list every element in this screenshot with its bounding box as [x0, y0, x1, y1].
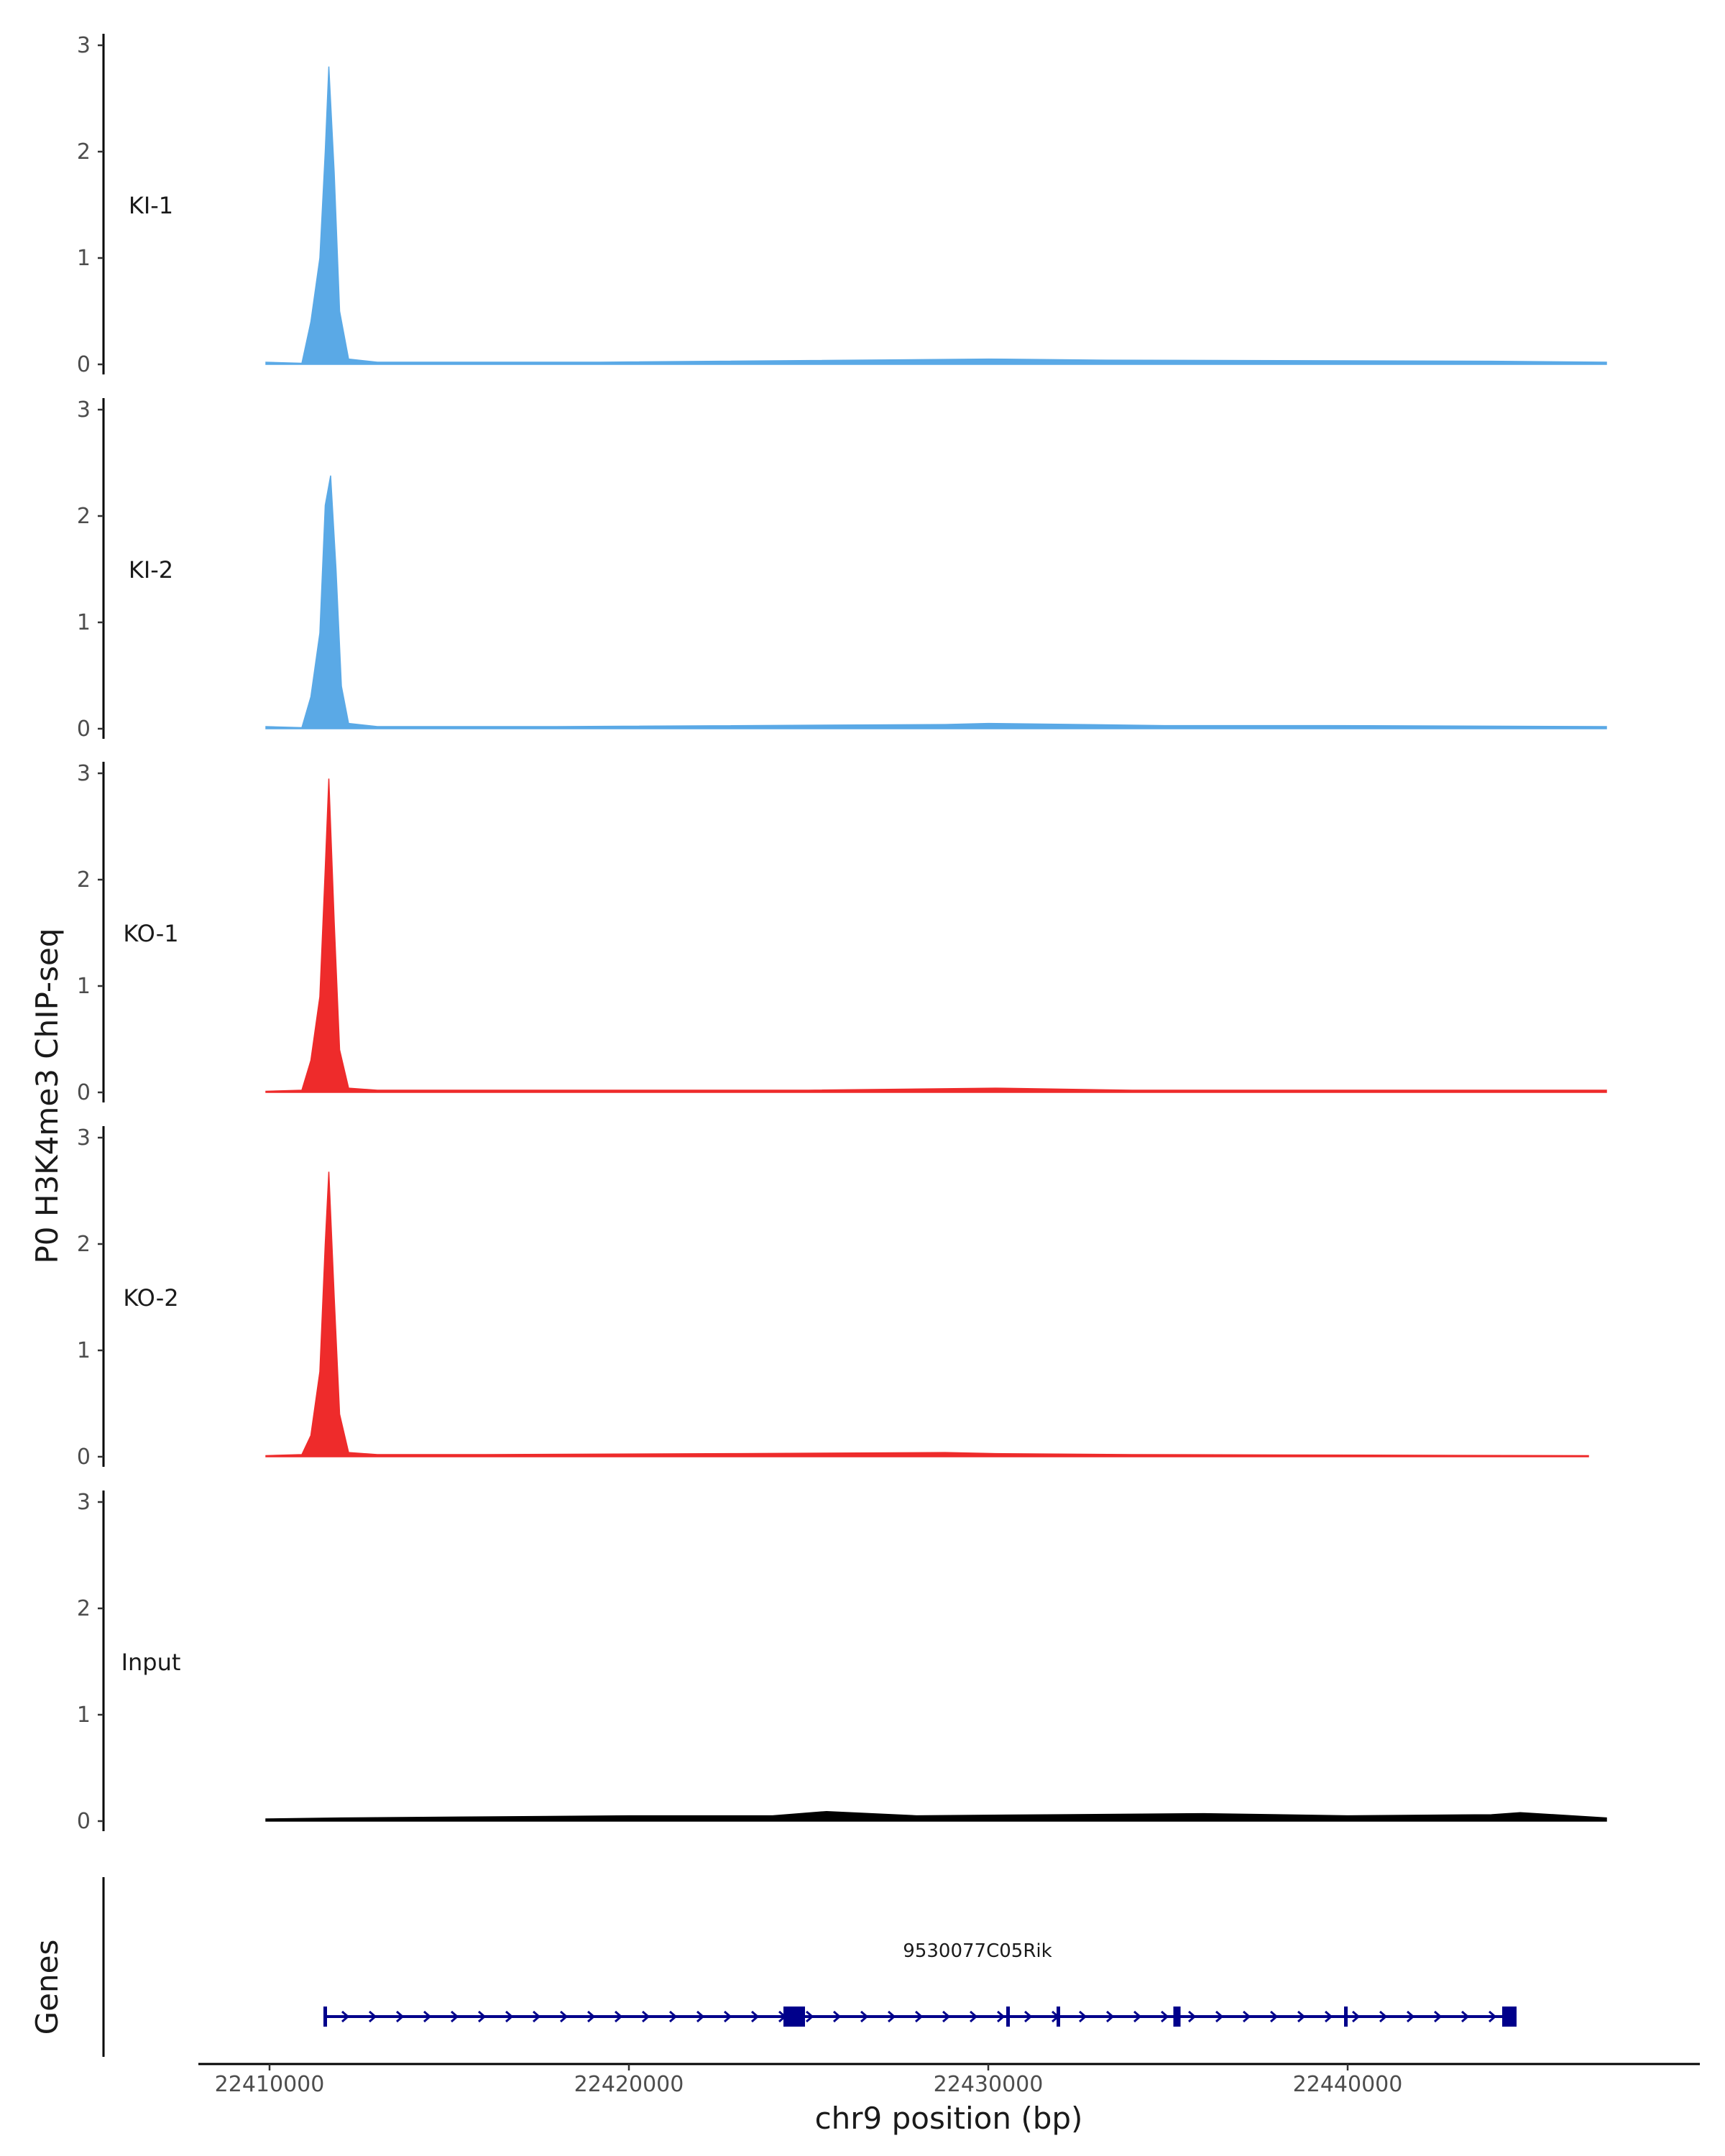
track-ki-2: 0 1 2 3 KI-2 [77, 397, 1607, 742]
strand-arrow [1024, 2010, 1033, 2023]
strand-arrow [1461, 2010, 1470, 2023]
strand-arrow [1161, 2010, 1169, 2023]
y-tick-label: 3 [77, 1490, 91, 1515]
y-tick-label: 2 [77, 1232, 91, 1257]
x-tick-label: 22420000 [574, 2072, 684, 2097]
y-tick-label: 2 [77, 139, 91, 165]
strand-arrow [1352, 2010, 1361, 2023]
signal-tracks: 0 1 2 3 KI-1 0 1 2 3 KI-2 0 1 2 3 KO-1 0 1 2 3 KO-2 0 1 2 3 Inpu… [77, 33, 1607, 1834]
gene-exon [1502, 2007, 1517, 2027]
x-tick-label: 22440000 [1293, 2072, 1403, 2097]
strand-arrow [751, 2010, 760, 2023]
strand-arrow [478, 2010, 487, 2023]
x-axis: 22410000 22420000 22430000 22440000 [198, 2063, 1700, 2097]
strand-arrow [1243, 2010, 1251, 2023]
y-tick-label: 1 [77, 974, 91, 999]
gene-exon [1057, 2007, 1060, 2027]
strand-arrow [1434, 2010, 1443, 2023]
strand-arrow [915, 2010, 924, 2023]
strand-arrow [451, 2010, 459, 2023]
strand-arrow [560, 2010, 569, 2023]
strand-arrow [888, 2010, 896, 2023]
strand-arrow [1079, 2010, 1087, 2023]
strand-arrow [1270, 2010, 1279, 2023]
strand-arrow [1297, 2010, 1306, 2023]
strand-arrow [1106, 2010, 1115, 2023]
strand-arrow [533, 2010, 541, 2023]
signal-area-ko-2 [265, 1171, 1589, 1457]
strand-arrow [505, 2010, 514, 2023]
y-tick-label: 0 [77, 1445, 91, 1470]
y-tick-label: 3 [77, 1125, 91, 1151]
strand-arrow [396, 2010, 405, 2023]
signal-area-input [265, 1810, 1607, 1822]
track-label: KO-1 [123, 920, 178, 947]
gene-exon [783, 2007, 805, 2027]
strand-arrow [615, 2010, 623, 2023]
track-ko-2: 0 1 2 3 KO-2 [77, 1125, 1589, 1470]
strand-arrow [1188, 2010, 1197, 2023]
strand-arrow [1379, 2010, 1388, 2023]
strand-arrow [669, 2010, 678, 2023]
track-label: KI-1 [129, 192, 173, 219]
x-axis-title: chr9 position (bp) [815, 2101, 1083, 2136]
y-tick-label: 1 [77, 1338, 91, 1363]
track-label: KO-2 [123, 1284, 178, 1312]
gene-exon [1006, 2007, 1010, 2027]
y-tick-label: 2 [77, 1596, 91, 1621]
y-tick-label: 0 [77, 717, 91, 742]
track-label: KI-2 [129, 556, 173, 584]
signal-area-ki-1 [265, 66, 1607, 365]
y-tick-label: 0 [77, 1080, 91, 1105]
strand-arrow [1325, 2010, 1333, 2023]
strand-arrow [833, 2010, 842, 2023]
signal-area-ko-1 [265, 778, 1607, 1093]
y-tick-label: 1 [77, 1703, 91, 1728]
gene-exon [1173, 2007, 1181, 2027]
strand-arrow [341, 2010, 350, 2023]
track-input: 0 1 2 3 Input [77, 1490, 1607, 1834]
gene-exon [1344, 2007, 1348, 2027]
y-axis-title: P0 H3K4me3 ChIP-seq [29, 928, 65, 1263]
track-label: Input [121, 1649, 181, 1676]
strand-arrow [642, 2010, 650, 2023]
strand-arrow [806, 2010, 814, 2023]
x-tick-label: 22410000 [215, 2072, 325, 2097]
y-tick-label: 1 [77, 246, 91, 271]
strand-arrow [1133, 2010, 1142, 2023]
strand-arrow [970, 2010, 978, 2023]
track-ko-1: 0 1 2 3 KO-1 [77, 761, 1607, 1105]
genes-track: 9530077C05Rik [102, 1877, 1517, 2057]
y-tick-label: 1 [77, 610, 91, 635]
strand-arrow [1407, 2010, 1415, 2023]
strand-arrow [423, 2010, 432, 2023]
y-tick-label: 3 [77, 397, 91, 423]
gene-exon [323, 2007, 327, 2027]
strand-arrow [942, 2010, 951, 2023]
strand-arrow [1215, 2010, 1224, 2023]
track-ki-1: 0 1 2 3 KI-1 [77, 33, 1607, 377]
genes-track-title: Genes [29, 1940, 65, 2035]
y-tick-label: 0 [77, 352, 91, 377]
y-tick-label: 3 [77, 761, 91, 786]
strand-arrow [724, 2010, 732, 2023]
y-tick-label: 2 [77, 867, 91, 893]
strand-arrow [369, 2010, 377, 2023]
strand-arrow [860, 2010, 869, 2023]
strand-arrow [997, 2010, 1006, 2023]
signal-area-ki-2 [265, 475, 1607, 729]
x-tick-label: 22430000 [934, 2072, 1044, 2097]
y-tick-label: 3 [77, 33, 91, 58]
y-tick-label: 2 [77, 504, 91, 529]
strand-arrow [1489, 2010, 1497, 2023]
gene-name-label: 9530077C05Rik [903, 1940, 1052, 1962]
y-tick-label: 0 [77, 1809, 91, 1834]
strand-arrow [696, 2010, 705, 2023]
strand-arrow [587, 2010, 596, 2023]
